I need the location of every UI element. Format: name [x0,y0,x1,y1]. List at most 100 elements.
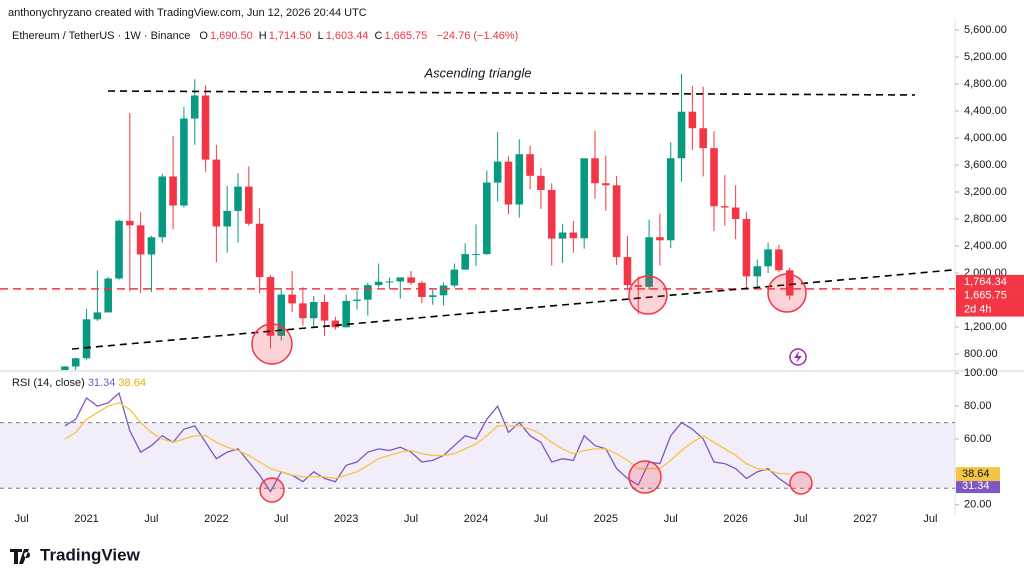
candle-body [277,294,286,336]
candle-body [526,154,534,176]
y-tick-label: 4,800.00 [964,78,1007,90]
candle-body [580,158,588,239]
x-tick-label: 2022 [204,513,228,525]
candle-body [472,254,480,256]
resistance-line [107,90,916,96]
brand: TradingView [40,545,141,564]
rsi-y-tick-label: 80.00 [964,400,992,412]
candle-body [407,277,415,283]
candle-body [634,285,643,287]
candle-body [255,223,264,278]
candle-body [169,176,177,206]
candle-body [602,183,610,186]
ma-value: 38.64 [118,377,146,389]
ohlc-value: 1,603.44 [325,30,369,42]
candle-body [742,219,751,277]
candle-body [299,303,307,319]
rsi-value-label: 31.34 [962,480,990,492]
rsi-value: 31.34 [87,377,116,389]
highlight-circle [251,323,293,365]
candle-body [645,237,653,287]
countdown: 2d 4h [964,303,992,315]
ohlc-value: 1,714.50 [268,30,312,42]
candle-body [245,186,253,224]
x-tick-label: Jul [404,513,418,525]
candle-body [234,186,242,211]
price-label-box [956,288,1024,317]
candle-body [666,158,675,241]
rsi-y-tick-label: 20.00 [964,499,992,511]
y-tick-label: 1,200.00 [964,321,1007,333]
x-tick-label: 2027 [853,513,877,525]
candle-body [71,358,80,367]
candle-body [82,319,91,359]
candle-body [428,295,437,297]
price-label: 1,665.75 [964,289,1007,301]
candle-body [158,176,167,238]
x-tick-label: 2025 [594,513,618,525]
annotation: Ascending triangle [424,65,532,80]
y-tick-label: 3,200.00 [964,186,1007,198]
candle-body [710,148,718,207]
header: anthonychryzano created with TradingView… [8,7,367,19]
candle-body [320,302,329,321]
candle-body [483,182,491,255]
candle-body [504,161,513,205]
candle-body [547,189,556,239]
candle-body [201,95,210,160]
ohlc-value: 1,665.75 [384,30,428,42]
price-label: 1,764.34 [964,276,1007,288]
ohlc-key: H [258,30,267,42]
rsi-line [64,391,791,493]
candle-body [115,220,123,279]
candle-body [309,302,318,319]
symbol: Ethereum / TetherUS · 1W · Binance [12,30,191,42]
rsi-value-box [956,479,1000,494]
ohlc: O 1,690.50 H 1,714.50 L 1,603.44 C 1,665.75 [199,30,433,42]
rsi-value-label: 38.64 [962,468,990,480]
highlight-circle [628,460,662,494]
candle-body [721,206,729,208]
candle-body [342,301,350,328]
change: −24.76 (−1.46%) [436,30,519,42]
ohlc-key: C [374,30,383,42]
candle-body [147,237,156,255]
rsi-y-tick-label: 60.00 [964,433,992,445]
ohlc-key: L [317,30,324,42]
y-tick-label: 5,200.00 [964,51,1007,63]
candle-body [764,249,772,267]
y-tick-label: 5,600.00 [964,24,1007,36]
rsi-band [0,422,955,489]
rsi-y-tick-label: 100.00 [964,367,998,379]
candle-body [136,225,145,255]
event-icon [789,348,807,366]
x-tick-label: Jul [923,513,937,525]
x-tick-label: Jul [664,513,678,525]
candle-body [450,269,459,286]
candle-body [688,111,697,129]
candle-body [775,249,783,271]
candle-body [385,281,394,283]
candle-body [126,220,134,226]
candle-body [374,281,383,286]
logo: TradingView [10,545,141,564]
candle-body [731,207,740,220]
y-tick-label: 4,000.00 [964,132,1007,144]
highlight-circle [789,471,813,495]
x-tick-label: 2023 [334,513,358,525]
candle-body [364,285,372,300]
price-label-box [956,274,1024,289]
candle-body [677,111,686,159]
candle-body [180,118,188,206]
x-tick-label: 2021 [74,513,98,525]
candle-body [266,277,275,336]
candle-body [418,282,426,297]
candle-body [461,254,469,270]
rsi-value-box [956,467,1000,482]
highlights [251,273,813,503]
x-tick-label: 2024 [464,513,488,525]
rsi-legend: RSI (14, close) 31.34 38.64 [12,377,146,389]
x-tick-label: Jul [274,513,288,525]
candle-body [558,232,567,239]
